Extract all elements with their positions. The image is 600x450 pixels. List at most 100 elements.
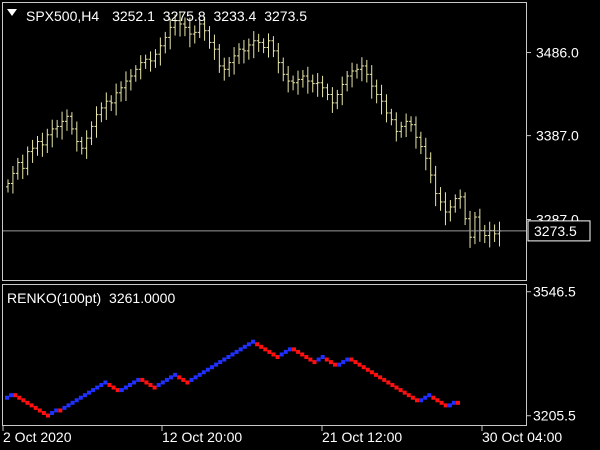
renko-brick: [123, 385, 128, 390]
renko-brick: [119, 388, 124, 393]
renko-brick: [66, 403, 71, 408]
price-bar: [104, 92, 109, 120]
last-price-label: 3273.5: [534, 223, 577, 239]
renko-brick: [279, 352, 284, 357]
renko-brick: [410, 395, 415, 400]
renko-brick: [337, 362, 342, 367]
price-bar: [468, 210, 473, 248]
price-bar: [492, 224, 497, 243]
price-bar: [50, 119, 55, 148]
symbol-dropdown-icon[interactable]: [7, 9, 17, 16]
renko-brick: [353, 360, 358, 365]
price-bar: [315, 73, 320, 97]
price-bar: [482, 224, 487, 244]
svg-text:SPX500,H4 3252.1 3275.: SPX500,H4 3252.1 3275.8 3233.4 3273.5: [26, 8, 307, 24]
price-bar: [246, 38, 251, 60]
renko-brick: [361, 365, 366, 370]
price-bar: [89, 121, 94, 146]
price-bar: [448, 200, 453, 222]
renko-brick: [300, 352, 305, 357]
renko-brick: [99, 383, 104, 387]
price-bar: [148, 51, 153, 72]
price-bar: [399, 121, 404, 138]
price-bar: [369, 65, 374, 99]
x-tick-label: 30 Oct 04:00: [482, 429, 562, 445]
renko-brick: [324, 357, 329, 362]
renko-brick: [210, 365, 214, 370]
renko-brick: [218, 360, 223, 365]
price-bar: [168, 18, 173, 50]
renko-brick: [29, 403, 34, 408]
price-bar: [69, 112, 74, 135]
price-bar: [497, 221, 502, 247]
price-bar: [207, 26, 212, 49]
price-bar: [354, 63, 359, 79]
renko-brick: [259, 344, 264, 349]
renko-brick: [95, 385, 100, 390]
renko-brick: [74, 398, 79, 403]
renko-brick: [128, 383, 132, 387]
price-bar: [261, 38, 266, 54]
price-bar: [40, 132, 45, 157]
price-bars: [6, 11, 502, 248]
time-axis: 2 Oct 2020 12 Oct 20:00 21 Oct 12:00 30 Oct…: [2, 426, 562, 445]
renko-brick: [160, 380, 165, 385]
price-bar: [310, 74, 315, 93]
price-bar: [291, 75, 296, 91]
renko-brick: [82, 393, 87, 398]
indicator-value: 3261.0000: [109, 290, 175, 306]
renko-brick: [37, 408, 42, 413]
price-bar: [94, 106, 99, 138]
price-bar: [64, 109, 69, 131]
price-bar: [197, 19, 202, 39]
price-bar: [15, 157, 20, 180]
price-bar: [133, 65, 138, 82]
price-bar: [45, 128, 50, 154]
price-bar: [84, 130, 89, 159]
renko-brick: [111, 385, 116, 390]
price-bar: [330, 87, 335, 113]
price-bar: [192, 25, 197, 44]
renko-brick: [369, 370, 374, 375]
price-bar: [128, 69, 133, 91]
renko-brick: [390, 383, 395, 387]
renko-brick: [374, 372, 378, 377]
renko-brick: [308, 357, 313, 362]
renko-brick: [46, 413, 50, 418]
renko-brick: [78, 395, 83, 400]
price-bar: [158, 37, 163, 66]
price-panel-frame: [2, 2, 527, 281]
price-bar: [35, 135, 40, 156]
price-bar: [232, 47, 237, 75]
price-bar: [325, 83, 330, 101]
renko-brick: [226, 355, 231, 359]
renko-brick: [222, 357, 227, 362]
price-bar: [423, 137, 428, 171]
renko-brick: [230, 352, 235, 357]
renko-brick: [148, 383, 153, 387]
price-bar: [374, 79, 379, 104]
renko-brick: [115, 388, 120, 393]
price-bar: [79, 136, 84, 155]
renko-brick: [267, 349, 272, 354]
renko-brick: [431, 395, 436, 400]
renko-brick: [251, 339, 255, 344]
price-bar: [409, 116, 414, 132]
renko-brick: [296, 349, 301, 354]
price-bar: [10, 166, 15, 194]
renko-brick: [312, 360, 317, 365]
renko-brick: [451, 400, 456, 405]
price-bar: [276, 42, 281, 74]
renko-brick: [427, 393, 432, 398]
price-bar: [418, 131, 423, 155]
price-bar: [413, 116, 418, 149]
price-bar: [237, 43, 242, 65]
renko-brick: [177, 375, 182, 380]
renko-brick: [185, 380, 190, 385]
chart-frames: [2, 2, 527, 426]
renko-brick: [365, 367, 370, 372]
indicator-name: RENKO(100pt): [7, 290, 101, 306]
price-bar: [60, 111, 65, 140]
